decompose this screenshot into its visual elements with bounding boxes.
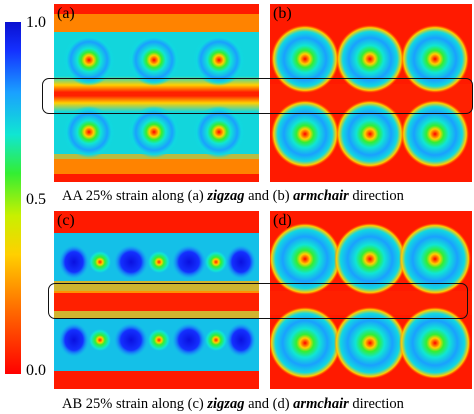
caption-ab-zigzag: zigzag bbox=[207, 396, 245, 412]
colorbar bbox=[5, 22, 21, 374]
panel-d-label: (d) bbox=[273, 212, 292, 229]
panel-c-label: (c) bbox=[57, 212, 75, 229]
caption-aa: AA 25% strain along (a) zigzag and (b) a… bbox=[62, 188, 404, 204]
caption-aa-zigzag: zigzag bbox=[207, 188, 245, 204]
panel-c-map: (c) bbox=[54, 211, 259, 389]
panel-a-map: (a) bbox=[54, 4, 259, 182]
caption-aa-prefix: AA 25% strain along (a) bbox=[62, 188, 208, 204]
interlayer-highlight-bottom bbox=[48, 283, 468, 319]
caption-ab-prefix: AB 25% strain along (c) bbox=[62, 396, 208, 412]
caption-ab-suffix: direction bbox=[348, 396, 404, 412]
caption-ab-armchair: armchair bbox=[293, 396, 349, 412]
colorbar-min-label: 0.0 bbox=[26, 362, 46, 379]
panel-a-label: (a) bbox=[57, 5, 75, 22]
caption-aa-armchair: armchair bbox=[293, 188, 349, 204]
caption-ab: AB 25% strain along (c) zigzag and (d) a… bbox=[62, 396, 404, 412]
panel-d-map: (d) bbox=[270, 211, 472, 389]
caption-aa-mid: and (b) bbox=[244, 188, 294, 204]
panel-b-map: (b) bbox=[270, 4, 472, 182]
colorbar-mid-label: 0.5 bbox=[26, 191, 46, 208]
interlayer-highlight-top bbox=[42, 78, 473, 114]
panel-b-label: (b) bbox=[273, 5, 292, 22]
caption-ab-mid: and (d) bbox=[244, 396, 294, 412]
caption-aa-suffix: direction bbox=[348, 188, 404, 204]
colorbar-max-label: 1.0 bbox=[26, 14, 46, 31]
